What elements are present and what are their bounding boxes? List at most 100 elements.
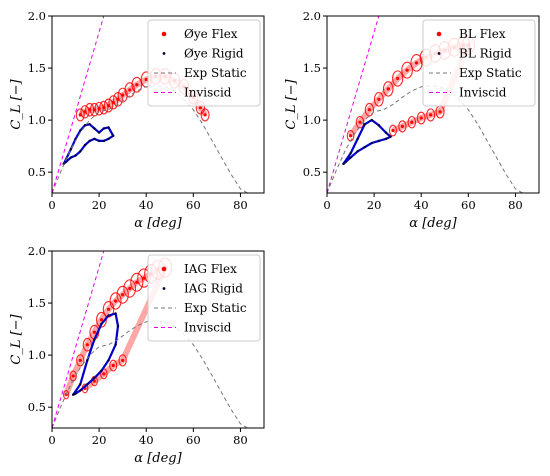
- flex-point: [396, 76, 400, 81]
- flex-marker: [388, 124, 397, 137]
- dashed-line-3: [52, 16, 105, 193]
- x-tick-label: 40: [139, 433, 154, 447]
- rigid-point: [74, 154, 77, 157]
- y-tick-label: 1.0: [28, 113, 46, 127]
- x-tick-label: 80: [508, 198, 523, 212]
- chart-panel-3: 0 20 40 60 80 0.5 1.0 1.5 2.0 α [deg] C_L [−] IAG F…: [9, 244, 265, 466]
- x-tick-label: 20: [92, 198, 107, 212]
- x-tick-label: 60: [186, 433, 201, 447]
- rigid-point: [93, 127, 96, 130]
- flex-marker: [407, 115, 417, 129]
- flex-point: [386, 87, 390, 91]
- rigid-point: [88, 139, 91, 143]
- legend-swatch-rigid: [437, 52, 441, 55]
- flex-point: [128, 286, 132, 291]
- dashed-line-3: [52, 251, 105, 428]
- rigid-point: [69, 148, 73, 151]
- flex-point: [377, 97, 381, 101]
- plot-area: [52, 251, 248, 428]
- legend: BL Flex BL Rigid Exp Static Inviscid: [422, 19, 536, 107]
- flex-point: [367, 108, 371, 112]
- flex-marker: [398, 120, 407, 133]
- legend-swatch-rigid: [162, 287, 166, 290]
- axes-frame: [51, 15, 265, 194]
- rigid-point: [79, 389, 82, 392]
- axes-frame: [326, 15, 540, 194]
- legend-box: [147, 254, 261, 342]
- flex-point: [99, 318, 104, 322]
- flex-point: [121, 358, 125, 362]
- flex-marker: [75, 108, 85, 122]
- rigid-point: [107, 314, 110, 317]
- legend-label: Øye Flex: [184, 27, 238, 41]
- flex-point: [405, 68, 409, 72]
- chart-panel-2: 0 20 40 60 80 0.5 1.0 1.5 2.0 α [deg] C_L [−] BL Fl…: [284, 9, 540, 231]
- rigid-point: [79, 383, 82, 386]
- x-tick-label: 80: [233, 433, 248, 447]
- legend-label: Exp Static: [459, 66, 522, 80]
- rigid-point: [349, 156, 352, 159]
- x-tick-label: 60: [461, 198, 476, 212]
- rigid-point: [342, 162, 345, 166]
- rigid-point: [64, 160, 68, 163]
- rigid-point: [79, 150, 82, 153]
- flex-point: [438, 110, 442, 114]
- y-tick-label: 2.0: [28, 244, 46, 258]
- legend-label: IAG Rigid: [184, 282, 243, 296]
- rigid-loop: [72, 312, 120, 396]
- x-tick-label: 40: [139, 198, 154, 212]
- flex-point: [92, 379, 96, 383]
- rigid-point: [112, 134, 115, 137]
- legend-label: BL Flex: [459, 27, 506, 41]
- rigid-point: [107, 359, 110, 362]
- rigid-point: [86, 383, 89, 386]
- y-tick-label: 0.5: [303, 165, 321, 179]
- flex-marker: [108, 95, 119, 110]
- legend: Øye Flex Øye Rigid Exp Static Inviscid: [147, 19, 261, 107]
- flex-point: [121, 93, 125, 97]
- legend: IAG Flex IAG Rigid Exp Static Inviscid: [147, 254, 261, 342]
- flex-point: [419, 116, 423, 120]
- rigid-point: [363, 123, 366, 126]
- flex-point: [78, 358, 82, 362]
- axes-frame: [51, 250, 265, 429]
- rigid-point: [93, 137, 96, 141]
- x-tick-label: 0: [48, 198, 55, 212]
- flex-band: [63, 264, 169, 396]
- flex-point: [198, 106, 202, 110]
- chart-panel-1: 0 20 40 60 80 0.5 1.0 1.5 2.0 α [deg] C_L [−] Øye F…: [9, 9, 265, 231]
- x-tick-label: 0: [48, 433, 55, 447]
- rigid-point: [83, 143, 87, 147]
- y-tick-label: 0.5: [28, 165, 46, 179]
- rigid-point: [114, 312, 117, 315]
- flex-marker: [124, 82, 135, 98]
- flex-marker: [109, 359, 118, 372]
- legend-label: Inviscid: [459, 86, 507, 100]
- flex-marker: [426, 108, 436, 122]
- rigid-point: [69, 156, 73, 159]
- x-tick-label: 0: [323, 198, 330, 212]
- rigid-point: [102, 127, 106, 130]
- rigid-point: [97, 139, 101, 143]
- flex-point: [414, 61, 419, 65]
- legend-label: BL Rigid: [459, 47, 512, 61]
- flex-marker: [200, 108, 210, 122]
- flex-marker: [109, 292, 122, 310]
- x-tick-label: 40: [414, 198, 429, 212]
- flex-point: [135, 83, 139, 87]
- flex-point: [203, 113, 207, 117]
- rigid-point: [114, 343, 117, 346]
- flex-point: [144, 77, 148, 82]
- flex-point: [71, 374, 75, 378]
- y-tick-label: 1.0: [303, 113, 321, 127]
- rigid-point: [356, 150, 359, 153]
- rigid-point: [93, 338, 96, 341]
- flex-marker: [123, 279, 137, 298]
- rigid-point: [93, 376, 96, 380]
- flex-point: [128, 88, 132, 92]
- rigid-point: [97, 131, 101, 134]
- flex-point: [348, 134, 353, 138]
- rigid-point: [79, 129, 82, 132]
- flex-marker: [103, 98, 114, 113]
- rigid-point: [100, 322, 103, 326]
